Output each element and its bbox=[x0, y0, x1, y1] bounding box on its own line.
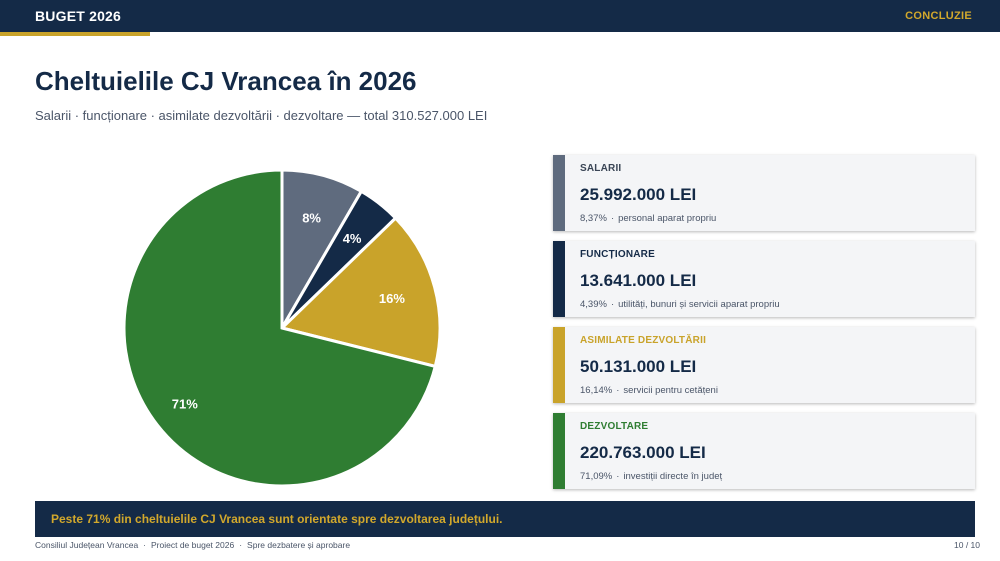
pie-label-asimilate-dezvoltarii: 16% bbox=[379, 291, 405, 306]
card-name: SALARII bbox=[580, 163, 622, 174]
card-meta: 8,37% · personal aparat propriu bbox=[580, 213, 963, 224]
card-name: DEZVOLTARE bbox=[580, 421, 649, 432]
card-color-bar bbox=[553, 327, 565, 403]
card-description: servicii pentru cetățeni bbox=[623, 385, 718, 396]
top-bar: BUGET 2026 CONCLUZIE bbox=[0, 0, 1000, 32]
card-value: 25.992.000 LEI bbox=[580, 185, 697, 204]
card-description: personal aparat propriu bbox=[618, 213, 717, 224]
card-color-bar bbox=[553, 241, 565, 317]
pie-label-salarii: 8% bbox=[302, 211, 321, 226]
brand-title: BUGET 2026 bbox=[35, 8, 122, 24]
footer-left: Consiliul Județean Vrancea · Proiect de bu… bbox=[35, 540, 350, 550]
footer-status: Spre dezbatere și aprobare bbox=[247, 540, 351, 550]
section-label: CONCLUZIE bbox=[905, 10, 972, 22]
accent-line bbox=[0, 32, 150, 36]
card-meta: 71,09% · investiții directe în județ bbox=[580, 471, 963, 482]
card-meta: 4,39% · utilități, bunuri și servicii apar… bbox=[580, 299, 963, 310]
separator: · bbox=[610, 299, 615, 310]
pie-chart: 8% 4% 16% 71% bbox=[100, 150, 480, 500]
card-functionare: FUNCȚIONARE 13.641.000 LEI 4,39% · utilită… bbox=[553, 241, 975, 317]
card-description: investiții directe în județ bbox=[623, 471, 723, 482]
card-name: FUNCȚIONARE bbox=[580, 249, 655, 260]
page-title: Cheltuielile CJ Vrancea în 2026 bbox=[35, 66, 417, 96]
card-description: utilități, bunuri și servicii aparat pro… bbox=[618, 299, 780, 310]
separator: · bbox=[616, 385, 620, 396]
card-asimilate-dezvoltarii: ASIMILATE DEZVOLTĂRII 50.131.000 LEI 16,… bbox=[553, 327, 975, 403]
banner-text: Peste 71% din cheltuielile CJ Vrancea su… bbox=[51, 512, 503, 526]
card-percent: 71,09% bbox=[580, 471, 613, 482]
pie-slice-asimilate-dezvoltarii bbox=[279, 216, 442, 369]
card-color-bar bbox=[553, 413, 565, 489]
page-number: 10 / 10 bbox=[954, 540, 980, 550]
card-color-bar bbox=[553, 155, 565, 231]
conclusion-banner: Peste 71% din cheltuielile CJ Vrancea su… bbox=[35, 501, 975, 537]
page-subtitle: Salarii · funcționare · asimilate dezvol… bbox=[35, 108, 488, 123]
card-salarii: SALARII 25.992.000 LEI 8,37% · personal ap… bbox=[553, 155, 975, 231]
card-percent: 16,14% bbox=[580, 385, 613, 396]
card-percent: 4,39% bbox=[580, 299, 607, 310]
card-meta: 16,14% · servicii pentru cetățeni bbox=[580, 385, 963, 396]
card-value: 220.763.000 LEI bbox=[580, 443, 706, 462]
pie-label-functionare: 4% bbox=[343, 231, 362, 246]
category-cards: SALARII 25.992.000 LEI 8,37% · personal ap… bbox=[553, 155, 975, 499]
card-name: ASIMILATE DEZVOLTĂRII bbox=[580, 335, 707, 346]
card-percent: 8,37% bbox=[580, 213, 607, 224]
separator: · bbox=[610, 213, 615, 224]
footer: Consiliul Județean Vrancea · Proiect de bu… bbox=[35, 540, 980, 550]
card-value: 50.131.000 LEI bbox=[580, 357, 697, 376]
footer-org: Consiliul Județean Vrancea bbox=[35, 540, 139, 550]
pie-label-dezvoltare: 71% bbox=[172, 396, 198, 411]
card-value: 13.641.000 LEI bbox=[580, 271, 697, 290]
footer-project: Proiect de buget 2026 bbox=[151, 540, 235, 550]
card-dezvoltare: DEZVOLTARE 220.763.000 LEI 71,09% · invest… bbox=[553, 413, 975, 489]
separator: · bbox=[143, 540, 147, 550]
pie-chart-svg: 8% 4% 16% 71% bbox=[122, 168, 442, 488]
pie-slice-dezvoltare bbox=[122, 168, 438, 488]
separator: · bbox=[239, 540, 243, 550]
separator: · bbox=[616, 471, 620, 482]
